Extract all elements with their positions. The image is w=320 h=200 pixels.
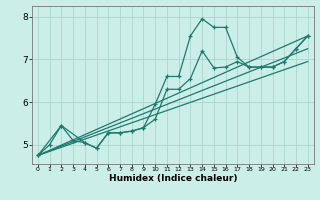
X-axis label: Humidex (Indice chaleur): Humidex (Indice chaleur): [108, 174, 237, 183]
